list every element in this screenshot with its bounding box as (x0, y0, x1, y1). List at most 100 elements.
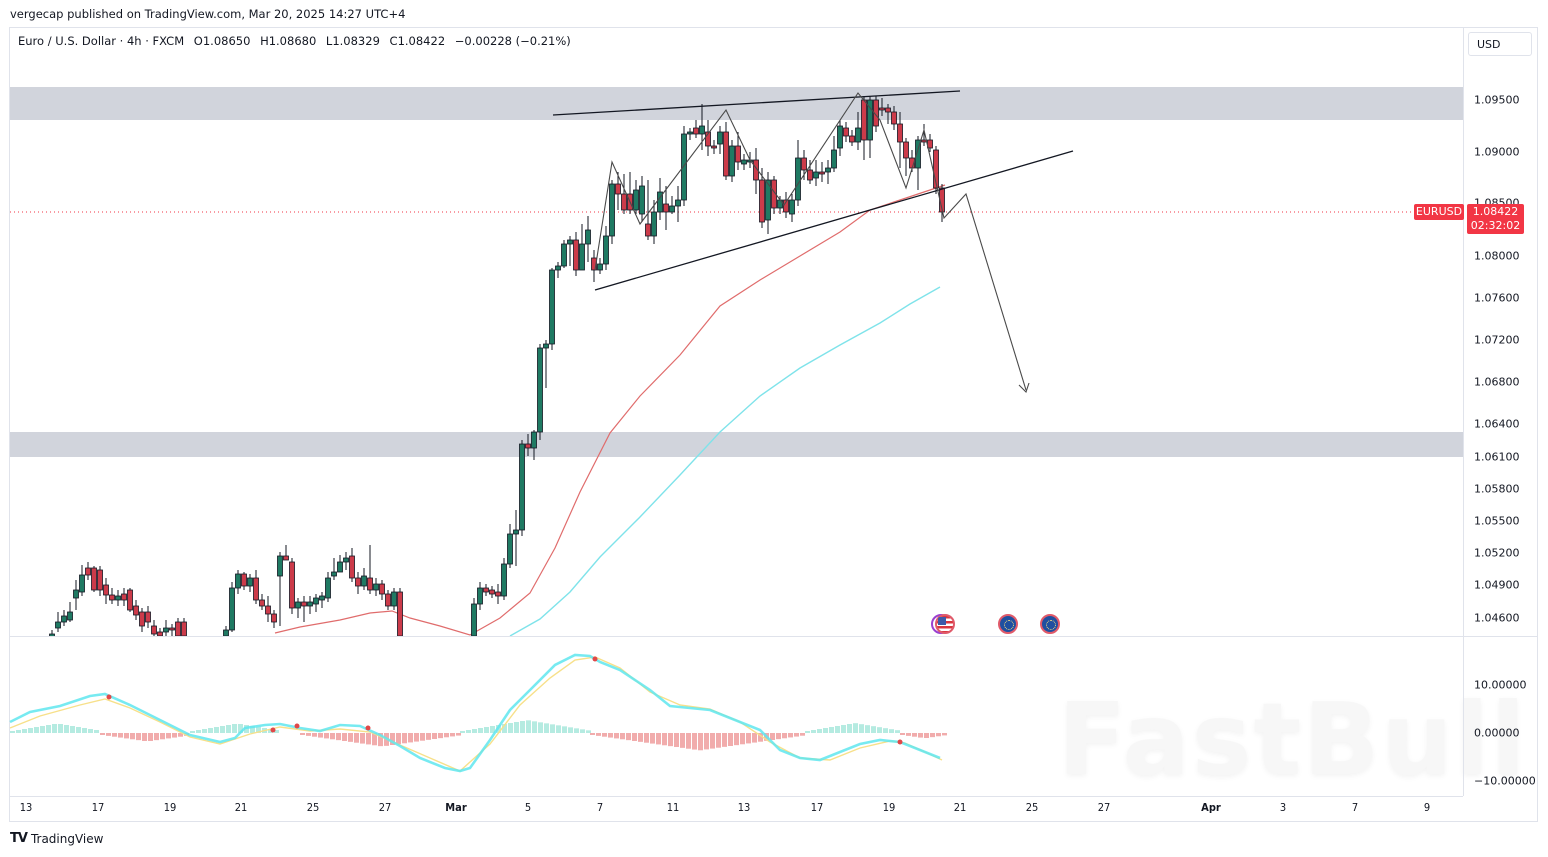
candle-down (139, 611, 145, 627)
histogram-bar-positive (52, 724, 57, 733)
candle-down (127, 589, 133, 611)
histogram-bar-negative (360, 733, 365, 744)
candle-up (477, 587, 483, 605)
histogram-bar-positive (232, 724, 237, 733)
candle-down (759, 179, 765, 223)
price-axis[interactable] (1463, 28, 1539, 796)
candle-up (543, 343, 549, 349)
histogram-bar-negative (638, 733, 643, 742)
candle-up (549, 269, 555, 345)
histogram-bar-positive (568, 727, 573, 733)
histogram-bar-negative (118, 733, 123, 738)
candle-up (471, 603, 477, 636)
candle-down (693, 127, 699, 135)
histogram-bar-negative (142, 733, 147, 741)
candle-down (783, 199, 789, 213)
tradingview-logo-icon: TV (10, 831, 28, 846)
histogram-bar-negative (348, 733, 353, 742)
histogram-bar-positive (76, 727, 81, 733)
price-tick: 1.05200 (1474, 546, 1520, 560)
candle-down (121, 593, 127, 601)
histogram-bar-negative (644, 733, 649, 743)
candle-up (79, 574, 85, 593)
histogram-bar-negative (734, 733, 739, 746)
histogram-bar-negative (626, 733, 631, 741)
histogram-bar-negative (166, 733, 171, 739)
candle-up (597, 263, 603, 271)
candle-down (289, 561, 295, 609)
candle-down (663, 203, 669, 213)
currency-button[interactable]: USD (1468, 32, 1532, 56)
candle-up (373, 583, 379, 591)
supply-zone (10, 87, 1463, 120)
histogram-bar-negative (698, 733, 703, 751)
histogram-bar-positive (817, 729, 822, 733)
histogram-bar-positive (238, 724, 243, 733)
candle-down (181, 621, 187, 636)
us-flag-event-icon[interactable] (935, 614, 955, 634)
arrow-head-icon (1018, 382, 1030, 394)
histogram-bar-positive (538, 722, 543, 733)
histogram-bar-negative (112, 733, 117, 737)
candle-down (157, 631, 163, 636)
histogram-bar-positive (823, 728, 828, 733)
candle-up (313, 597, 319, 605)
candle-up (837, 125, 843, 149)
pattern-projection-path (594, 92, 1027, 391)
histogram-bar-positive (811, 730, 816, 733)
ohlc-high: H1.08680 (260, 34, 317, 48)
candle-up (867, 99, 873, 141)
time-tick: 21 (953, 801, 967, 814)
time-tick: 11 (666, 801, 680, 814)
candle-down (91, 567, 97, 591)
price-tick: 1.09500 (1474, 93, 1520, 107)
histogram-bar-negative (306, 733, 311, 736)
candle-up (391, 591, 397, 607)
candle-down (801, 157, 807, 171)
histogram-bar-positive (256, 727, 261, 733)
lower-trendline (594, 150, 1074, 291)
histogram-bar-positive (580, 729, 585, 733)
symbol-title[interactable]: Euro / U.S. Dollar · 4h · FXCM (18, 34, 185, 48)
candle-down (151, 625, 157, 635)
eu-flag-event-icon[interactable] (1040, 614, 1060, 634)
time-tick: 7 (596, 801, 604, 814)
candle-down (723, 131, 729, 177)
candle-down (735, 145, 741, 163)
candle-down (85, 567, 91, 576)
ema-slow-line (509, 286, 941, 636)
histogram-bar-negative (918, 733, 923, 738)
cross-dot (270, 727, 276, 733)
histogram-bar-negative (746, 733, 751, 744)
histogram-bar-positive (202, 729, 207, 733)
candle-up (163, 627, 169, 633)
candle-down (525, 443, 531, 449)
histogram-bar-positive (460, 731, 465, 733)
candle-down (807, 169, 813, 181)
candle-up (741, 159, 747, 165)
histogram-bar-negative (390, 733, 395, 745)
time-tick: 13 (737, 801, 751, 814)
price-tick: 1.08000 (1474, 249, 1520, 263)
time-tick: 9 (1423, 801, 1431, 814)
candle-down (921, 139, 927, 143)
pane-separator[interactable] (10, 636, 1538, 637)
histogram-bar-positive (871, 726, 876, 733)
candle-up (657, 191, 663, 213)
histogram-bar-positive (829, 727, 834, 733)
candle-up (343, 557, 349, 563)
histogram-bar-negative (178, 733, 183, 737)
eu-flag-event-icon[interactable] (998, 614, 1018, 634)
histogram-bar-negative (674, 733, 679, 747)
candle-up (567, 239, 573, 245)
cross-dot (592, 656, 598, 662)
histogram-bar-positive (46, 725, 51, 733)
symbol-price-tag: EURUSD (1414, 204, 1464, 220)
histogram-bar-positive (586, 730, 591, 733)
histogram-bar-negative (172, 733, 177, 738)
histogram-bar-negative (942, 733, 947, 736)
candle-up (49, 633, 55, 636)
time-axis[interactable] (10, 796, 1463, 822)
histogram-bar-negative (740, 733, 745, 745)
